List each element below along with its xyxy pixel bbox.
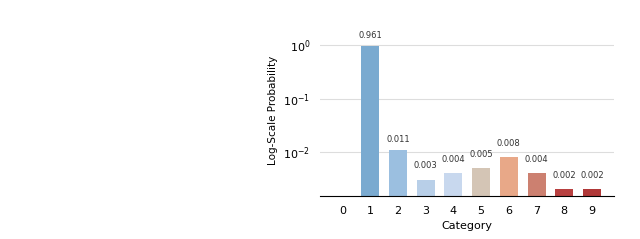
X-axis label: Category: Category [442, 221, 493, 231]
Text: 0.004: 0.004 [525, 155, 548, 164]
Text: 0.961: 0.961 [358, 31, 382, 40]
Bar [389, 150, 407, 239]
Bar [500, 157, 518, 239]
Bar [444, 173, 462, 239]
Text: 0.002: 0.002 [552, 171, 576, 180]
Bar [472, 168, 490, 239]
Bar [527, 173, 545, 239]
Text: 0.002: 0.002 [580, 171, 604, 180]
Text: 0.005: 0.005 [469, 150, 493, 159]
Text: 0.011: 0.011 [386, 135, 410, 144]
Bar [361, 46, 379, 239]
Bar [417, 180, 435, 239]
Y-axis label: Log-Scale Probability: Log-Scale Probability [268, 55, 278, 165]
Text: 0.003: 0.003 [413, 162, 438, 170]
Text: 0.008: 0.008 [497, 139, 521, 148]
Text: 0.004: 0.004 [442, 155, 465, 164]
Bar [583, 189, 601, 239]
Bar [556, 189, 573, 239]
